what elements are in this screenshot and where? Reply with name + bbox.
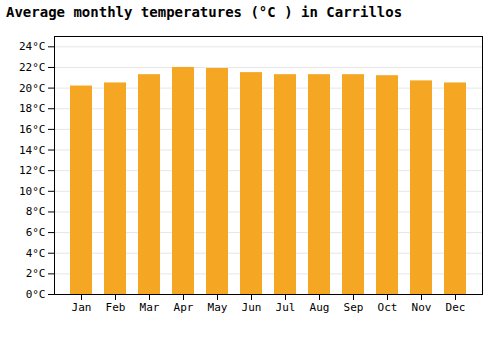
svg-text:6°C: 6°C	[26, 226, 46, 239]
svg-text:Jun: Jun	[242, 301, 262, 314]
svg-text:16°C: 16°C	[19, 123, 46, 136]
svg-text:Jul: Jul	[276, 301, 296, 314]
svg-text:Nov: Nov	[412, 301, 432, 314]
svg-text:2°C: 2°C	[26, 267, 46, 280]
svg-text:Jan: Jan	[72, 301, 92, 314]
svg-text:Oct: Oct	[378, 301, 398, 314]
svg-text:12°C: 12°C	[19, 164, 46, 177]
svg-text:Dec: Dec	[446, 301, 466, 314]
svg-text:Sep: Sep	[344, 301, 364, 314]
svg-text:22°C: 22°C	[19, 61, 46, 74]
svg-text:18°C: 18°C	[19, 102, 46, 115]
svg-text:8°C: 8°C	[26, 205, 46, 218]
svg-text:14°C: 14°C	[19, 144, 46, 157]
svg-text:May: May	[208, 301, 228, 314]
svg-text:24°C: 24°C	[19, 40, 46, 53]
svg-text:Feb: Feb	[106, 301, 126, 314]
svg-text:Mar: Mar	[140, 301, 160, 314]
svg-text:20°C: 20°C	[19, 82, 46, 95]
svg-text:Apr: Apr	[174, 301, 194, 314]
svg-text:10°C: 10°C	[19, 185, 46, 198]
svg-text:0°C: 0°C	[26, 288, 46, 301]
svg-text:4°C: 4°C	[26, 247, 46, 260]
html-text:Average monthly temperatures (: Average monthly temperatures (°C ) in Ca…	[6, 4, 403, 20]
svg-text:Aug: Aug	[310, 301, 330, 314]
